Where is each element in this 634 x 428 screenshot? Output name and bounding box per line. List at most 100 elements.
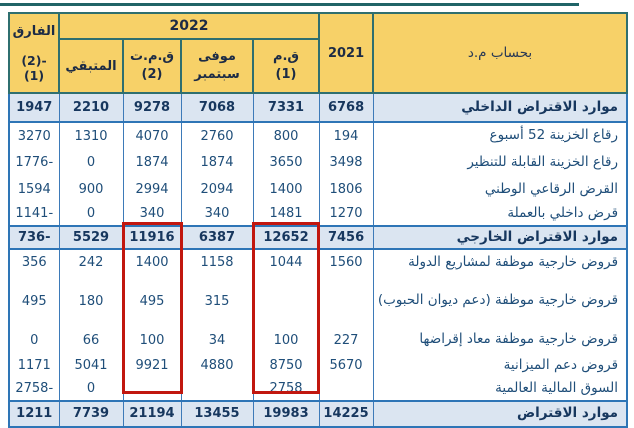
cell-end-september: 13455 <box>180 399 254 428</box>
page-top-rule <box>0 3 579 6</box>
september-line2: سبتمبر <box>194 67 240 82</box>
cell-remaining: 900 <box>58 176 124 203</box>
table-row: 0 66 100 34 100 227 قروض خارجية موظفة مع… <box>8 327 628 354</box>
qmt-label: ق.م.ت <box>129 49 175 65</box>
cell-2021 <box>318 275 374 328</box>
cell-remaining: 2210 <box>58 92 124 123</box>
column-header-remaining: المتبقي <box>58 38 124 94</box>
table-row: 356 242 1400 1158 1044 1560 قروض خارجية … <box>8 249 628 276</box>
cell-2021: 3498 <box>318 149 374 176</box>
cell-difference: 0 <box>8 327 60 354</box>
cell-2021: 1806 <box>318 176 374 203</box>
cell-remaining: 66 <box>58 327 124 354</box>
cell-remaining: 5041 <box>58 353 124 379</box>
cell-2021: 6768 <box>318 92 374 123</box>
table-row: 495 180 495 315 قروض خارجية موظفة (دعم د… <box>8 275 628 328</box>
cell-difference: 1594 <box>8 176 60 203</box>
cell-remaining: 0 <box>58 378 124 401</box>
cell-qm-1: 1044 <box>252 249 320 276</box>
cell-difference: 1171 <box>8 353 60 379</box>
cell-difference: 2758- <box>8 378 60 401</box>
september-line1: موفى <box>198 49 236 65</box>
cell-2021: 1560 <box>318 249 374 276</box>
cell-difference: 3270 <box>8 122 60 149</box>
cell-remaining: 7739 <box>58 399 124 428</box>
cell-qm-1: 12652 <box>252 224 320 251</box>
row-label: رقاع الخزينة 52 أسبوع <box>372 122 628 149</box>
qmt-index: (2) <box>141 67 163 82</box>
header-row-years: الفارق (2)-(1) 2022 2021 بحساب م.د <box>8 12 629 94</box>
cell-qmt-2: 495 <box>122 275 182 328</box>
cell-qm-1 <box>252 275 320 328</box>
cell-remaining: 0 <box>58 203 124 226</box>
cell-end-september: 2094 <box>180 176 254 203</box>
difference-title: الفارق <box>12 23 56 39</box>
cell-remaining: 5529 <box>58 224 124 251</box>
table-row: 1594 900 2994 2094 1400 1806 القرض الرقا… <box>8 176 628 203</box>
cell-difference: 495 <box>8 275 60 328</box>
row-label: رقاع الخزينة القابلة للتنظير <box>372 149 628 176</box>
column-header-end-september: موفى سبتمبر <box>180 38 254 94</box>
table-row: 3270 1310 4070 2760 800 194 رقاع الخزينة… <box>8 122 628 149</box>
column-header-qmt: ق.م.ت (2) <box>122 38 182 94</box>
cell-qm-1: 19983 <box>252 399 320 428</box>
cell-end-september: 340 <box>180 203 254 226</box>
table-row: 736- 5529 11916 6387 12652 7456 موارد ال… <box>8 224 628 251</box>
cell-remaining: 242 <box>58 249 124 276</box>
cell-end-september: 4880 <box>180 353 254 379</box>
column-header-2022: 2022 <box>57 12 321 40</box>
cell-2021: 5670 <box>318 353 374 379</box>
table-row: 1947 2210 9278 7068 7331 6768 موارد الاق… <box>8 92 628 123</box>
row-label: موارد الاقتراض <box>372 399 628 428</box>
cell-qm-1: 3650 <box>252 149 320 176</box>
cell-qmt-2: 340 <box>122 203 182 226</box>
cell-2021: 1270 <box>318 203 374 226</box>
column-header-qm: ق.م (1) <box>251 38 321 94</box>
table-row: 2758- 0 2758 السوق المالية العالمية <box>8 378 628 401</box>
cell-qm-1: 1400 <box>252 176 320 203</box>
cell-difference: 356 <box>8 249 60 276</box>
table-row: 1776- 0 1874 1874 3650 3498 رقاع الخزينة… <box>8 149 628 176</box>
column-header-2021: 2021 <box>318 12 375 94</box>
cell-difference: 1211 <box>8 399 60 428</box>
cell-qm-1: 100 <box>252 327 320 354</box>
row-label: قروض خارجية موظفة معاد إقراضها <box>372 327 628 354</box>
header-row-subcolumns: المتبقي ق.م.ت (2) موفى سبتمبر ق.م (1) <box>9 38 627 94</box>
cell-2021: 14225 <box>318 399 374 428</box>
cell-qmt-2: 1874 <box>122 149 182 176</box>
cell-difference: 1947 <box>8 92 60 123</box>
cell-qm-1: 2758 <box>252 378 320 401</box>
unit-of-account-header: بحساب م.د <box>372 12 629 94</box>
cell-2021: 7456 <box>318 224 374 251</box>
cell-qm-1: 8750 <box>252 353 320 379</box>
column-header-difference: الفارق (2)-(1) <box>8 12 60 94</box>
row-label: قروض دعم الميزانية <box>372 353 628 379</box>
table-header: الفارق (2)-(1) 2022 2021 بحساب م.د المتب… <box>8 12 629 94</box>
cell-difference: 736- <box>8 224 60 251</box>
cell-qm-1: 1481 <box>252 203 320 226</box>
difference-formula: (2)-(1) <box>21 52 47 83</box>
row-label: القرض الرقاعي الوطني <box>372 176 628 203</box>
row-label: موارد الاقتراض الخارجي <box>372 224 628 251</box>
cell-remaining: 180 <box>58 275 124 328</box>
cell-2021: 194 <box>318 122 374 149</box>
cell-end-september: 1874 <box>180 149 254 176</box>
qm-label: ق.م <box>272 49 300 65</box>
cell-qmt-2: 11916 <box>122 224 182 251</box>
row-label: قروض خارجية موظفة لمشاريع الدولة <box>372 249 628 276</box>
cell-difference: 1776- <box>8 149 60 176</box>
table-row: 1211 7739 21194 13455 19983 14225 موارد … <box>8 399 628 428</box>
cell-2021 <box>318 378 374 401</box>
cell-end-september: 7068 <box>180 92 254 123</box>
cell-end-september <box>180 378 254 401</box>
cell-end-september: 1158 <box>180 249 254 276</box>
row-label: قروض خارجية موظفة (دعم ديوان الحبوب) <box>372 275 628 328</box>
cell-end-september: 2760 <box>180 122 254 149</box>
row-label: موارد الاقتراض الداخلي <box>372 92 628 123</box>
cell-remaining: 0 <box>58 149 124 176</box>
cell-end-september: 34 <box>180 327 254 354</box>
cell-2021: 227 <box>318 327 374 354</box>
cell-qm-1: 7331 <box>252 92 320 123</box>
row-label: السوق المالية العالمية <box>372 378 628 401</box>
cell-qm-1: 800 <box>252 122 320 149</box>
